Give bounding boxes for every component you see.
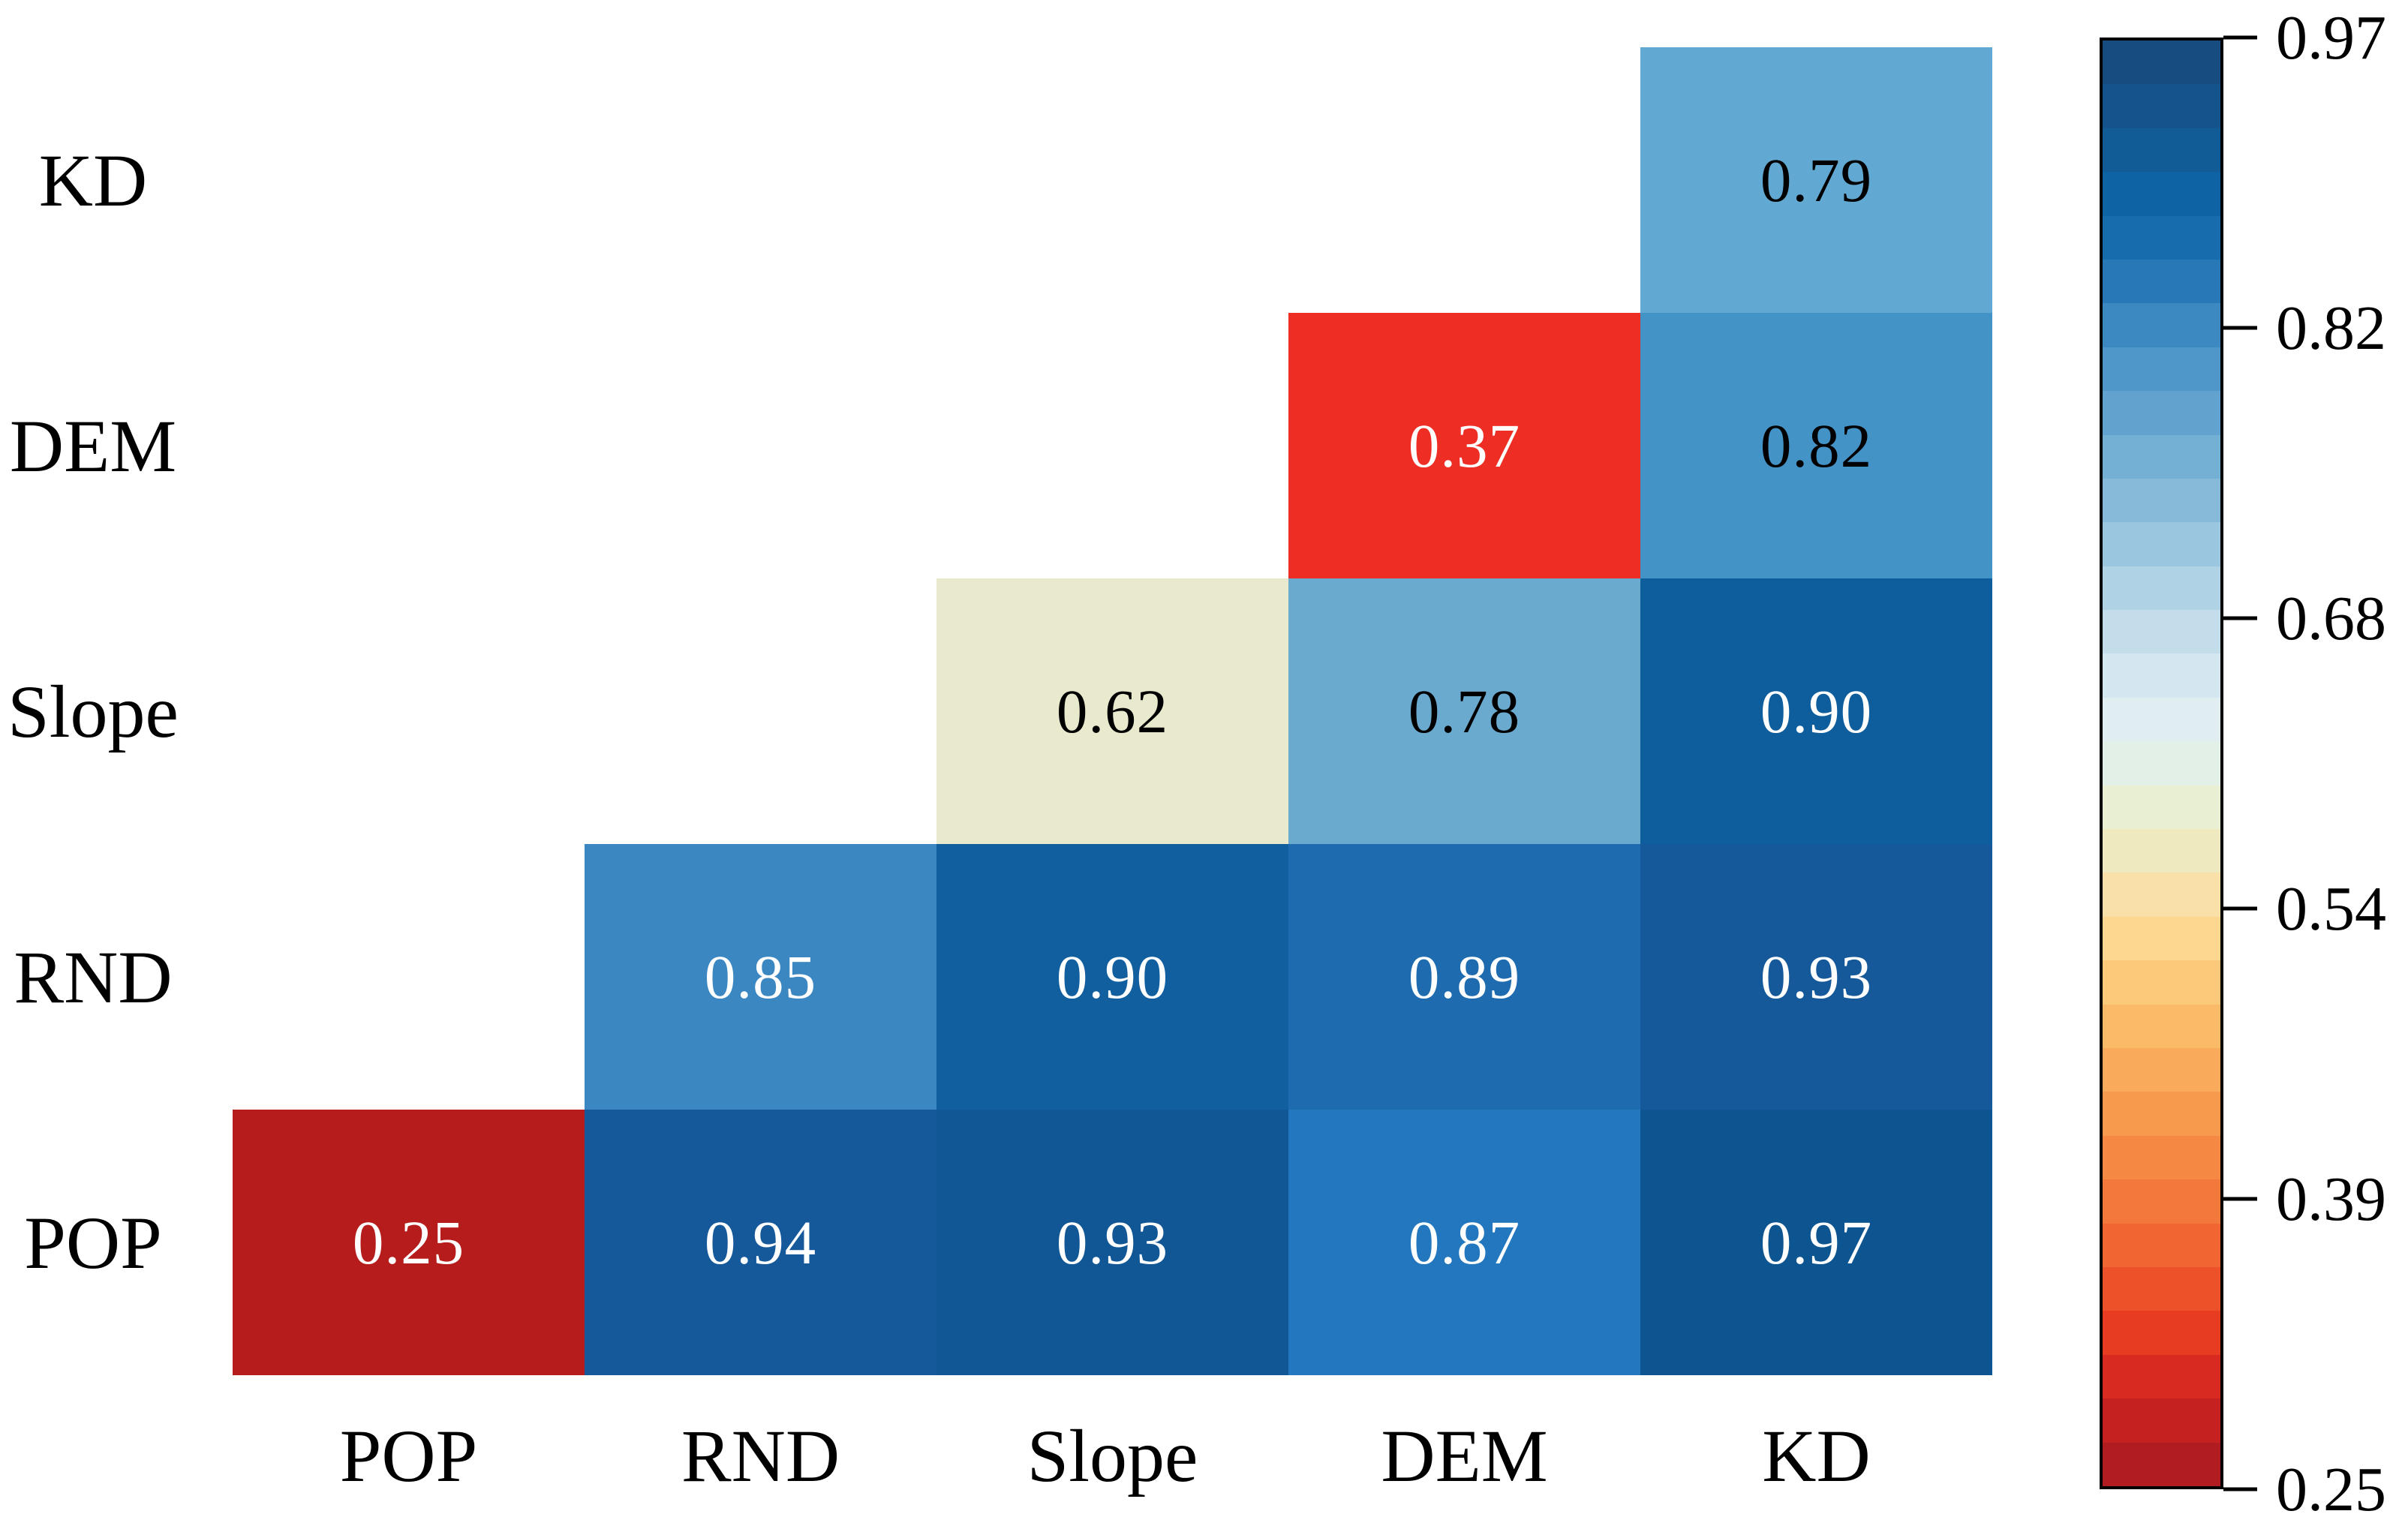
colorbar-tick-label: 0.68 <box>2276 583 2386 653</box>
colorbar-band <box>2103 610 2220 654</box>
row-label-kd: KD <box>38 138 148 222</box>
colorbar-tick <box>2223 1487 2257 1491</box>
colorbar-band <box>2103 1092 2220 1136</box>
heatmap-cell: 0.85 <box>585 844 936 1110</box>
colorbar-band <box>2103 347 2220 392</box>
colorbar-band <box>2103 1266 2220 1311</box>
cell-value: 0.82 <box>1760 411 1873 480</box>
colorbar-band <box>2103 303 2220 347</box>
colorbar-band <box>2103 391 2220 435</box>
colorbar-band <box>2103 172 2220 216</box>
colorbar-band <box>2103 1135 2220 1180</box>
heatmap-grid: 0.79 0.37 0.82 0.62 0.78 0.90 0.85 0.90 0.89 0.93… <box>233 47 1992 1375</box>
colorbar-tick <box>2223 1197 2257 1201</box>
colorbar-tick <box>2223 616 2257 620</box>
colorbar-tick-label: 0.97 <box>2276 2 2386 73</box>
cell-value: 0.79 <box>1760 146 1873 215</box>
colorbar-band <box>2103 653 2220 698</box>
colorbar-band <box>2103 916 2220 961</box>
heatmap-cell: 0.62 <box>936 578 1288 844</box>
heatmap-cell: 0.79 <box>1640 47 1992 313</box>
heatmap-cell: 0.82 <box>1640 313 1992 578</box>
heatmap-cell: 0.90 <box>1640 578 1992 844</box>
cell-value: 0.93 <box>1056 1208 1169 1277</box>
colorbar-band <box>2103 1311 2220 1355</box>
row-label-slope: Slope <box>8 669 179 753</box>
cell-value: 0.90 <box>1760 677 1873 746</box>
cell-value: 0.90 <box>1056 942 1169 1011</box>
colorbar-band <box>2103 829 2220 873</box>
cell-value: 0.89 <box>1408 942 1521 1011</box>
cell-value: 0.97 <box>1760 1208 1873 1277</box>
cell-value: 0.93 <box>1760 942 1873 1011</box>
colorbar-band <box>2103 741 2220 786</box>
colorbar-band <box>2103 41 2220 85</box>
colorbar-band <box>2103 434 2220 479</box>
row-label-dem: DEM <box>9 404 177 488</box>
heatmap-cell: 0.97 <box>1640 1110 1992 1375</box>
colorbar-gradient <box>2100 38 2223 1489</box>
colorbar-band <box>2103 785 2220 830</box>
cell-value: 0.87 <box>1408 1208 1521 1277</box>
heatmap-cell: 0.25 <box>233 1110 585 1375</box>
column-label-dem: DEM <box>1381 1414 1548 1497</box>
colorbar-tick <box>2223 326 2257 330</box>
colorbar-tick <box>2223 906 2257 911</box>
cell-value: 0.85 <box>704 942 817 1011</box>
colorbar-band <box>2103 84 2220 128</box>
heatmap-cell: 0.93 <box>936 1110 1288 1375</box>
column-label-rnd: RND <box>681 1414 840 1497</box>
colorbar-tick-label: 0.39 <box>2276 1164 2386 1234</box>
column-label-kd: KD <box>1762 1414 1871 1497</box>
cell-value: 0.37 <box>1408 411 1521 480</box>
colorbar-band <box>2103 1442 2220 1486</box>
heatmap-cell: 0.89 <box>1288 844 1640 1110</box>
row-label-pop: POP <box>24 1200 162 1284</box>
column-label-slope: Slope <box>1027 1414 1198 1497</box>
heatmap-cell: 0.78 <box>1288 578 1640 844</box>
colorbar-band <box>2103 259 2220 304</box>
colorbar-band <box>2103 1047 2220 1092</box>
cell-value: 0.94 <box>704 1208 817 1277</box>
heatmap-cell: 0.90 <box>936 844 1288 1110</box>
colorbar-tick-label: 0.54 <box>2276 873 2386 944</box>
row-axis-labels: KD DEM Slope RND POP <box>0 47 186 1375</box>
cell-value: 0.62 <box>1056 677 1169 746</box>
colorbar-tick-label: 0.82 <box>2276 293 2386 363</box>
heatmap-cell: 0.94 <box>585 1110 936 1375</box>
column-label-pop: POP <box>339 1414 478 1497</box>
colorbar-band <box>2103 215 2220 260</box>
heatmap-cell: 0.37 <box>1288 313 1640 578</box>
colorbar-band <box>2103 522 2220 566</box>
heatmap-cell: 0.87 <box>1288 1110 1640 1375</box>
colorbar-band <box>2103 873 2220 917</box>
row-label-rnd: RND <box>14 935 173 1019</box>
colorbar-band <box>2103 566 2220 611</box>
colorbar-tick-label: 0.25 <box>2276 1454 2386 1523</box>
colorbar-band <box>2103 1179 2220 1224</box>
colorbar-band <box>2103 1354 2220 1399</box>
colorbar-tick <box>2223 35 2257 40</box>
colorbar-band <box>2103 1223 2220 1267</box>
colorbar-band <box>2103 697 2220 742</box>
column-axis-labels: POP RND Slope DEM KD <box>233 1394 1992 1518</box>
cell-value: 0.78 <box>1408 677 1521 746</box>
colorbar-band <box>2103 960 2220 1005</box>
colorbar-band <box>2103 1004 2220 1048</box>
heatmap-cell: 0.93 <box>1640 844 1992 1110</box>
cell-value: 0.25 <box>352 1208 465 1277</box>
colorbar-band <box>2103 1398 2220 1443</box>
colorbar-band <box>2103 478 2220 523</box>
colorbar-band <box>2103 128 2220 173</box>
